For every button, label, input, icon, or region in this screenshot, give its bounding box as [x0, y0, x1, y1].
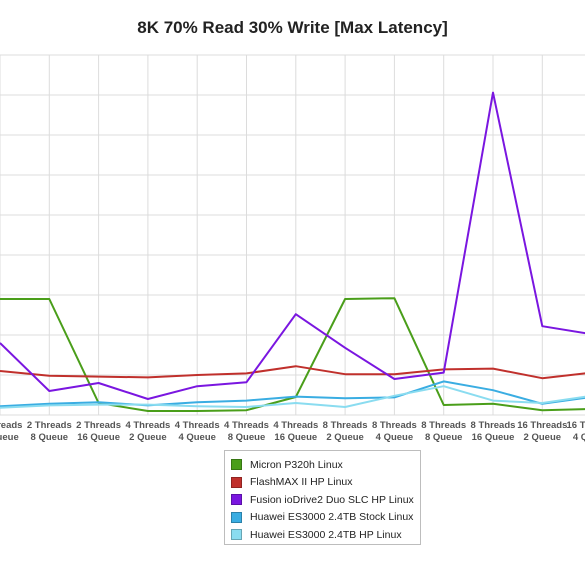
grid-lines — [0, 54, 585, 416]
legend-swatch — [231, 494, 242, 506]
series-line-5 — [0, 385, 585, 409]
legend-swatch — [231, 476, 242, 488]
legend-label: Fusion ioDrive2 Duo SLC HP Linux — [250, 493, 414, 506]
x-tick-label: 8 Threads 4 Queue — [372, 420, 417, 443]
series-lines — [0, 91, 585, 412]
legend-label: Huawei ES3000 2.4TB Stock Linux — [250, 511, 414, 524]
legend-swatch — [231, 511, 242, 523]
x-tick-label: 8 Threads 8 Queue — [421, 420, 466, 443]
legend-label: Huawei ES3000 2.4TB HP Linux — [250, 528, 402, 541]
legend-entry-3: Fusion ioDrive2 Duo SLC HP Linux — [231, 491, 414, 509]
x-tick-label: 4 Threads 16 Queue — [273, 420, 318, 443]
chart-title: 8K 70% Read 30% Write [Max Latency] — [137, 18, 448, 37]
x-tick-label: 8 Threads 2 Queue — [323, 420, 368, 443]
x-tick-label: 8 Threads 16 Queue — [471, 420, 516, 443]
legend-entry-2: FlashMAX II HP Linux — [231, 474, 414, 492]
legend-label: Micron P320h Linux — [250, 458, 343, 471]
legend-swatch — [231, 529, 242, 541]
x-tick-label: 2 Threads 16 Queue — [76, 420, 121, 443]
legend-entry-1: Micron P320h Linux — [231, 456, 414, 474]
legend-entry-5: Huawei ES3000 2.4TB HP Linux — [231, 526, 414, 544]
x-tick-label: 4 Threads 8 Queue — [224, 420, 269, 443]
x-tick-label: 4 Threads 2 Queue — [125, 420, 170, 443]
x-tick-label: 2 Threads 8 Queue — [27, 420, 72, 443]
series-line-3 — [0, 91, 585, 400]
legend: Micron P320h Linux FlashMAX II HP Linux Fu… — [224, 450, 421, 545]
series-line-2 — [0, 365, 585, 380]
series-line-1 — [0, 297, 585, 412]
legend-swatch — [231, 459, 242, 471]
legend-entry-4: Huawei ES3000 2.4TB Stock Linux — [231, 509, 414, 527]
x-tick-label: 4 Threads 4 Queue — [175, 420, 220, 443]
x-tick-label: 16 Threads 2 Queue — [517, 420, 567, 443]
series-line-4 — [0, 380, 585, 408]
legend-label: FlashMAX II HP Linux — [250, 476, 353, 489]
